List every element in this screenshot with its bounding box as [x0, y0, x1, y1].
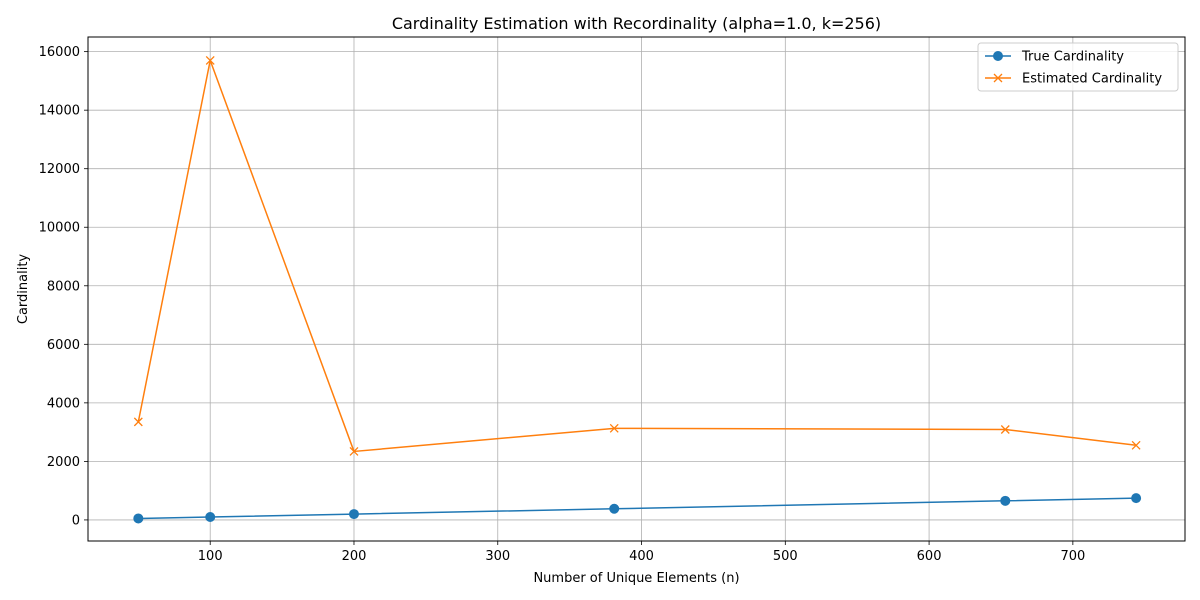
y-tick-label: 16000	[39, 45, 80, 60]
legend-marker-true-cardinality	[993, 51, 1003, 61]
estimated-cardinality-point	[609, 423, 619, 433]
true-cardinality-point	[348, 509, 359, 520]
legend-label-true-cardinality: True Cardinality	[1021, 50, 1124, 65]
y-tick-label: 6000	[47, 338, 80, 353]
estimated-cardinality-series	[133, 55, 1141, 456]
series-layer	[133, 55, 1142, 524]
grid-layer	[88, 37, 1185, 541]
x-axis: 100 200 300 400 500 600 700	[198, 541, 1085, 564]
chart-title: Cardinality Estimation with Recordinalit…	[392, 14, 881, 33]
true-cardinality-point	[205, 512, 216, 522]
true-cardinality-point	[1000, 495, 1011, 506]
legend-box	[977, 42, 1179, 92]
true-cardinality-point	[1131, 493, 1142, 504]
y-tick-label: 4000	[47, 396, 80, 411]
true-cardinality-point	[133, 513, 144, 524]
estimated-cardinality-point	[205, 55, 215, 65]
y-tick-label: 0	[72, 513, 80, 528]
y-tick-label: 14000	[39, 104, 80, 119]
legend-label-estimated-cardinality: Estimated Cardinality	[1022, 72, 1162, 87]
x-tick-label: 100	[198, 549, 223, 564]
legend: True Cardinality Estimated Cardinality	[977, 42, 1179, 92]
estimated-cardinality-point	[133, 417, 143, 427]
true-cardinality-point	[609, 503, 620, 514]
estimated-cardinality-point	[1131, 440, 1141, 450]
plot-frame	[87, 36, 1186, 542]
estimated-cardinality-line	[137, 59, 1137, 453]
x-tick-label: 400	[629, 549, 654, 564]
x-axis-label: Number of Unique Elements (n)	[533, 571, 739, 586]
y-axis: 0 2000 4000 6000 8000 10000 12000 14000 16000	[39, 45, 88, 528]
estimated-cardinality-point	[1000, 425, 1010, 434]
true-cardinality-series	[133, 493, 1142, 524]
x-tick-label: 500	[773, 549, 798, 564]
estimated-cardinality-point	[349, 446, 359, 456]
x-tick-label: 200	[342, 549, 367, 564]
x-tick-label: 700	[1060, 549, 1085, 564]
y-tick-label: 8000	[47, 279, 80, 294]
legend-marker-estimated-cardinality	[993, 73, 1003, 83]
y-tick-label: 12000	[39, 162, 80, 177]
true-cardinality-line	[138, 497, 1137, 520]
y-tick-label: 10000	[39, 221, 80, 236]
y-axis-label: Cardinality	[16, 254, 31, 325]
x-tick-label: 600	[917, 549, 942, 564]
y-tick-label: 2000	[47, 455, 80, 470]
x-tick-label: 300	[485, 549, 510, 564]
